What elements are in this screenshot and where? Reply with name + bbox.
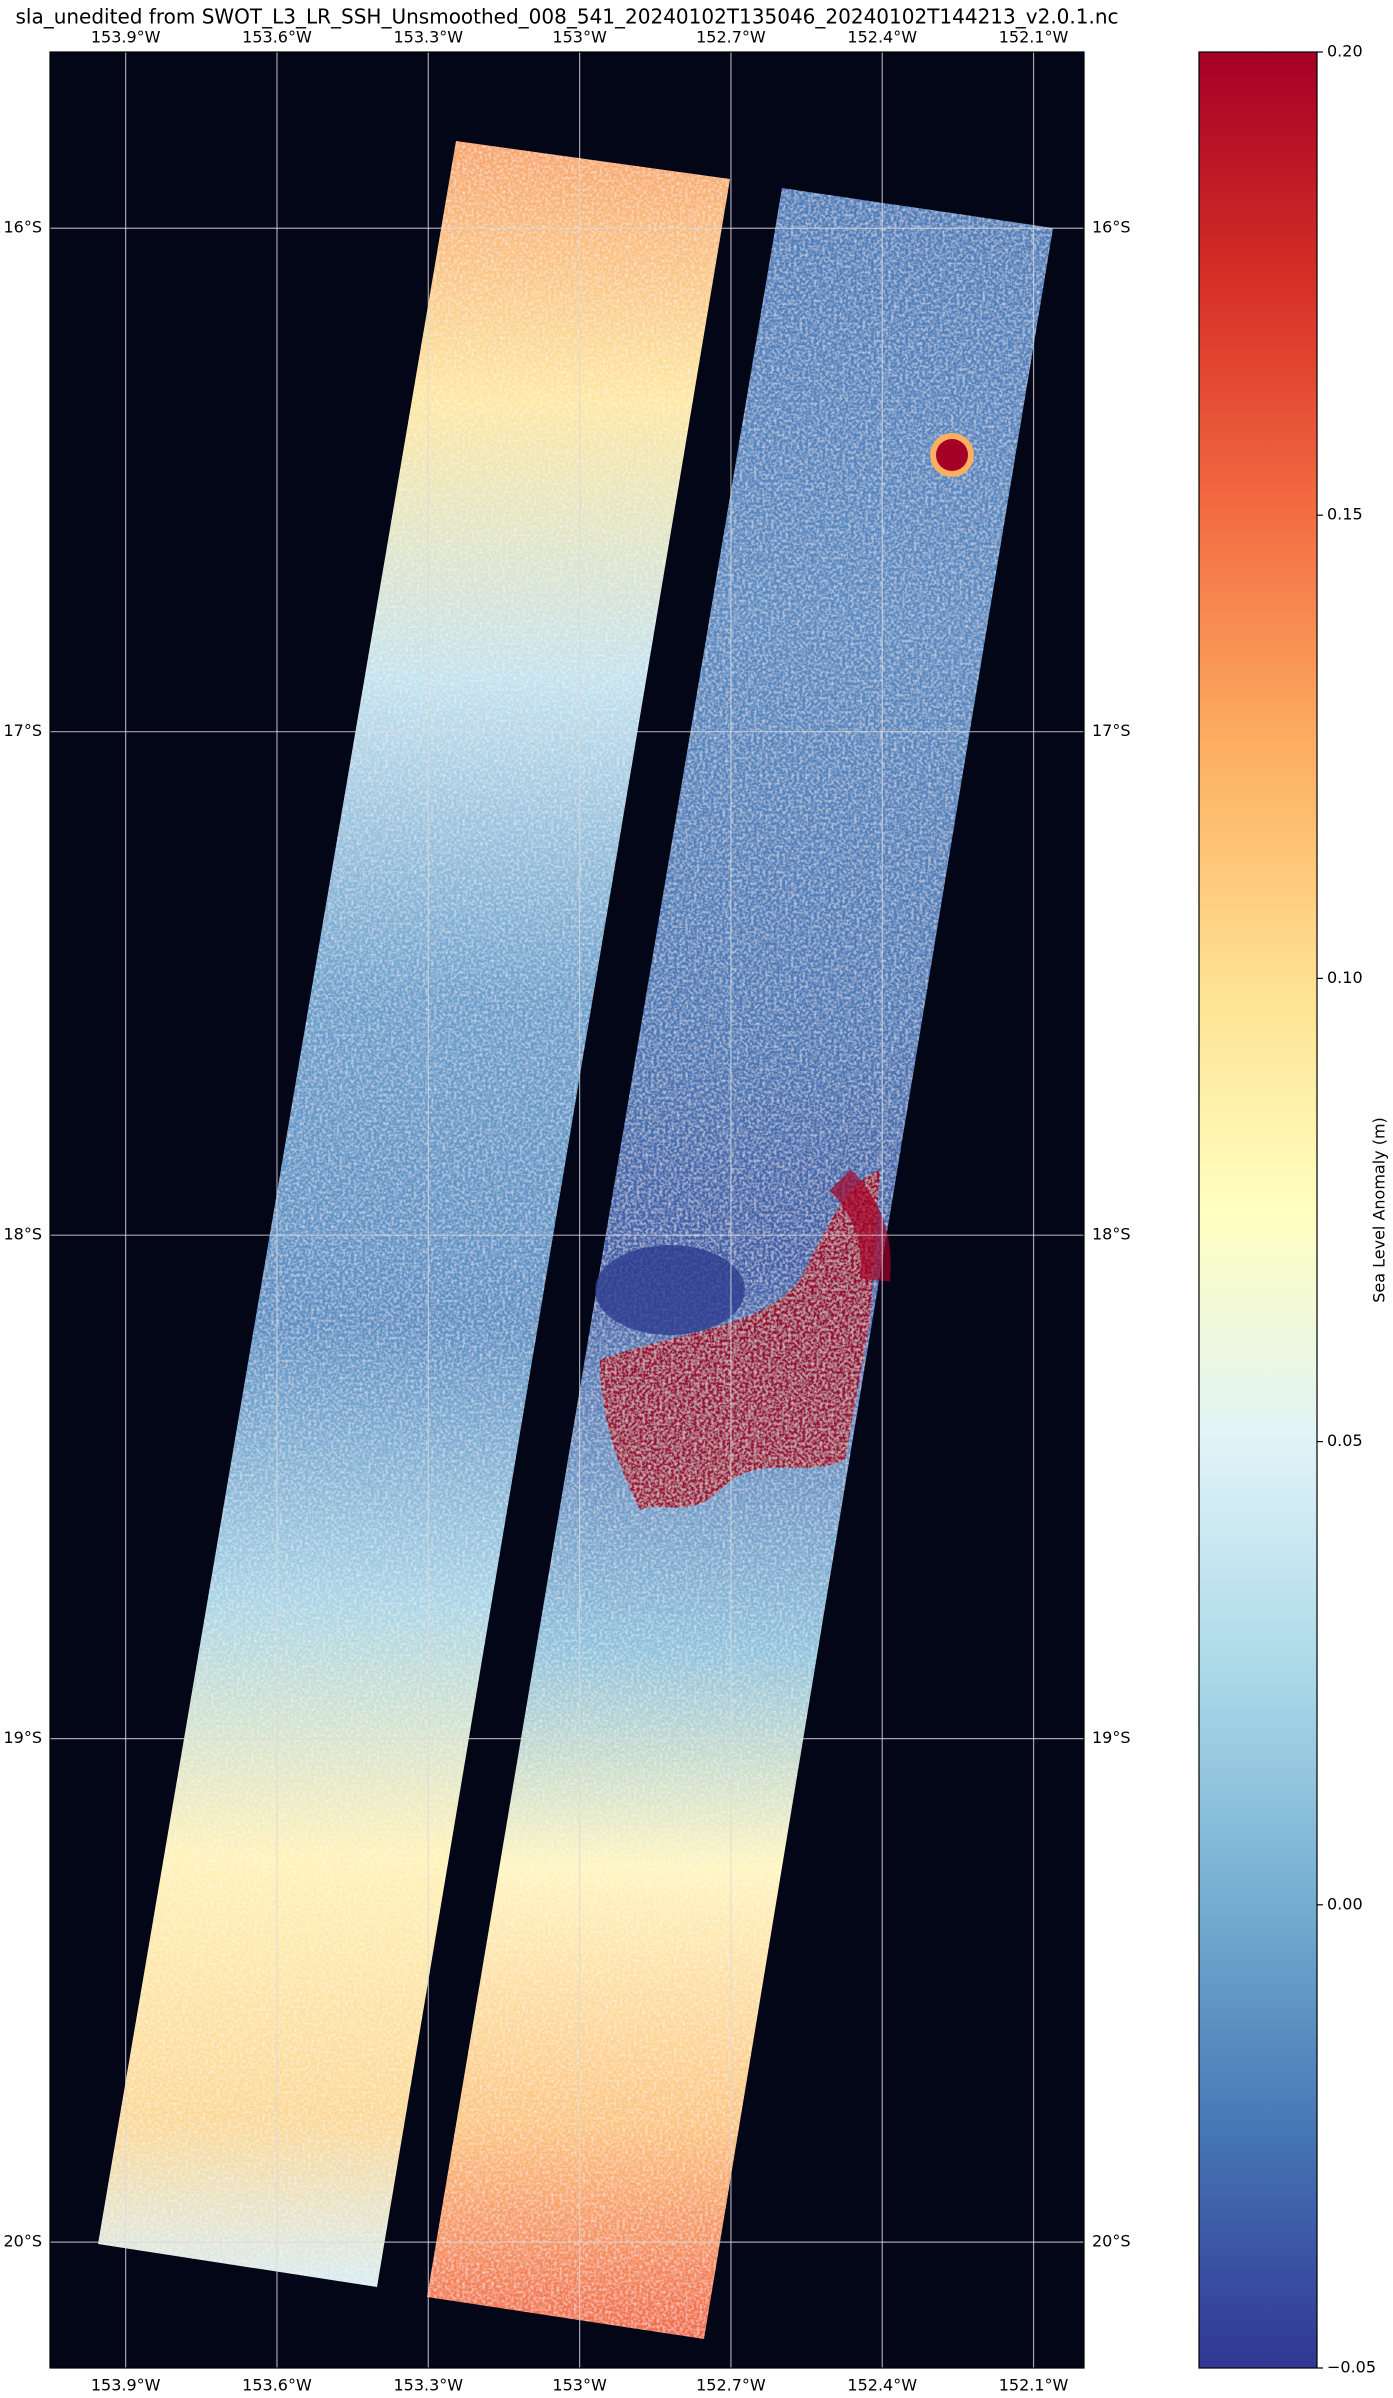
- anomaly-blobs: [595, 433, 974, 1510]
- swath-left: [98, 141, 730, 2287]
- x-tick-label-bottom: 152.4°W: [847, 2376, 917, 2395]
- y-tick-label-left: 19°S: [3, 1728, 42, 1747]
- map-frame: [49, 51, 1085, 2369]
- x-tick-label-top: 153.6°W: [242, 28, 312, 47]
- x-tick-label-top: 152.4°W: [847, 28, 917, 47]
- y-tick-label-right: 19°S: [1092, 1728, 1131, 1747]
- y-tick-label-left: 18°S: [3, 1225, 42, 1244]
- y-tick-label-right: 17°S: [1092, 721, 1131, 740]
- x-tick-label-top: 152.1°W: [999, 28, 1069, 47]
- swath-right: [427, 188, 1053, 2339]
- colorbar: [1198, 51, 1318, 2369]
- y-tick-label-right: 20°S: [1092, 2232, 1131, 2251]
- x-tick-label-bottom: 153.6°W: [242, 2376, 312, 2395]
- grid: [50, 52, 1084, 2368]
- chart-title: sla_unedited from SWOT_L3_LR_SSH_Unsmoot…: [15, 5, 1118, 29]
- y-tick-label-right: 18°S: [1092, 1225, 1131, 1244]
- x-tick-label-top: 153.9°W: [91, 28, 161, 47]
- colorbar-tick-label: 0.15: [1327, 505, 1363, 524]
- x-tick-label-bottom: 152.7°W: [696, 2376, 766, 2395]
- x-tick-label-bottom: 153.9°W: [91, 2376, 161, 2395]
- y-tick-label-left: 16°S: [3, 218, 42, 237]
- colorbar-tick-label: −0.05: [1327, 2358, 1376, 2377]
- y-tick-label-left: 17°S: [3, 721, 42, 740]
- x-tick-label-top: 153°W: [552, 28, 607, 47]
- x-tick-label-bottom: 152.1°W: [999, 2376, 1069, 2395]
- y-tick-label-right: 16°S: [1092, 218, 1131, 237]
- colorbar-label: Sea Level Anomaly (m): [1370, 1117, 1389, 1303]
- colorbar-tick-label: 0.00: [1327, 1894, 1363, 1913]
- x-tick-label-top: 152.7°W: [696, 28, 766, 47]
- colorbar-tick-label: 0.20: [1327, 42, 1363, 61]
- x-tick-label-top: 153.3°W: [393, 28, 463, 47]
- y-tick-label-left: 20°S: [3, 2232, 42, 2251]
- x-tick-label-bottom: 153.3°W: [393, 2376, 463, 2395]
- x-tick-label-bottom: 153°W: [552, 2376, 607, 2395]
- colorbar-tick-label: 0.10: [1327, 968, 1363, 987]
- colorbar-tick-label: 0.05: [1327, 1431, 1363, 1450]
